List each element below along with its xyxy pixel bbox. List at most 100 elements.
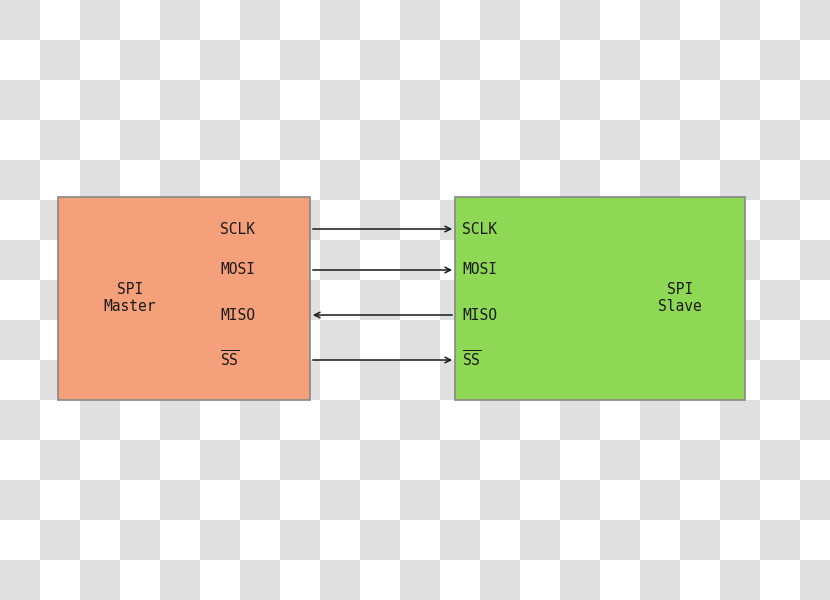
Bar xyxy=(400,560,440,600)
Bar xyxy=(520,400,560,440)
Bar xyxy=(640,360,680,400)
Bar xyxy=(800,120,830,160)
Bar xyxy=(240,40,280,80)
Bar xyxy=(320,80,360,120)
Bar xyxy=(480,40,520,80)
Bar xyxy=(360,240,400,280)
Bar xyxy=(440,400,480,440)
Bar xyxy=(600,120,640,160)
Bar xyxy=(360,120,400,160)
Bar xyxy=(640,80,680,120)
Bar xyxy=(160,480,200,520)
Bar xyxy=(600,520,640,560)
Bar xyxy=(80,480,120,520)
Bar xyxy=(200,40,240,80)
Bar xyxy=(560,520,600,560)
Bar xyxy=(480,360,520,400)
Bar xyxy=(760,240,800,280)
Bar xyxy=(240,280,280,320)
Bar xyxy=(440,40,480,80)
Bar xyxy=(640,320,680,360)
Bar xyxy=(600,560,640,600)
Bar xyxy=(80,560,120,600)
Bar xyxy=(80,400,120,440)
Bar xyxy=(320,520,360,560)
Bar xyxy=(800,400,830,440)
Bar xyxy=(80,160,120,200)
Bar xyxy=(360,200,400,240)
Bar xyxy=(760,440,800,480)
Bar xyxy=(120,400,160,440)
Text: SPI
Master: SPI Master xyxy=(104,282,156,314)
Bar xyxy=(400,360,440,400)
Bar xyxy=(200,200,240,240)
Bar xyxy=(240,240,280,280)
Bar xyxy=(560,200,600,240)
Bar xyxy=(440,440,480,480)
Text: $\mathtt{\overline{SS}}$: $\mathtt{\overline{SS}}$ xyxy=(220,350,240,370)
Bar xyxy=(80,240,120,280)
Bar xyxy=(480,120,520,160)
Bar xyxy=(360,320,400,360)
Bar xyxy=(520,280,560,320)
Bar xyxy=(640,40,680,80)
Bar xyxy=(800,40,830,80)
Bar xyxy=(560,120,600,160)
Bar xyxy=(320,320,360,360)
Bar xyxy=(80,360,120,400)
Bar xyxy=(80,520,120,560)
Bar xyxy=(240,200,280,240)
Bar xyxy=(640,520,680,560)
Bar xyxy=(440,80,480,120)
Bar xyxy=(560,160,600,200)
Bar xyxy=(0,200,40,240)
Bar xyxy=(0,120,40,160)
Bar xyxy=(0,80,40,120)
Bar xyxy=(40,320,80,360)
Bar xyxy=(560,240,600,280)
Bar xyxy=(240,320,280,360)
Bar xyxy=(800,160,830,200)
Bar xyxy=(400,440,440,480)
Bar xyxy=(240,160,280,200)
Bar xyxy=(720,240,760,280)
Bar xyxy=(520,360,560,400)
Bar xyxy=(680,400,720,440)
Bar xyxy=(0,480,40,520)
Bar xyxy=(720,560,760,600)
Bar xyxy=(800,560,830,600)
Bar xyxy=(80,80,120,120)
Bar xyxy=(600,80,640,120)
Bar xyxy=(520,160,560,200)
Bar xyxy=(240,80,280,120)
Bar xyxy=(480,320,520,360)
Bar xyxy=(40,560,80,600)
Bar xyxy=(280,320,320,360)
Bar xyxy=(80,0,120,40)
Bar xyxy=(480,440,520,480)
Bar xyxy=(320,0,360,40)
Bar xyxy=(640,240,680,280)
Bar xyxy=(640,480,680,520)
Bar xyxy=(160,200,200,240)
Bar xyxy=(800,280,830,320)
Bar xyxy=(400,480,440,520)
Bar xyxy=(720,120,760,160)
Bar xyxy=(480,80,520,120)
Bar xyxy=(800,0,830,40)
Bar xyxy=(600,440,640,480)
Bar xyxy=(800,320,830,360)
Bar xyxy=(760,360,800,400)
Bar xyxy=(720,480,760,520)
Bar xyxy=(160,320,200,360)
Bar xyxy=(200,320,240,360)
Bar xyxy=(440,560,480,600)
Bar xyxy=(520,240,560,280)
Bar xyxy=(600,160,640,200)
Bar xyxy=(360,160,400,200)
Bar xyxy=(640,200,680,240)
Bar xyxy=(240,360,280,400)
Bar xyxy=(160,400,200,440)
Bar xyxy=(280,560,320,600)
Bar xyxy=(640,120,680,160)
